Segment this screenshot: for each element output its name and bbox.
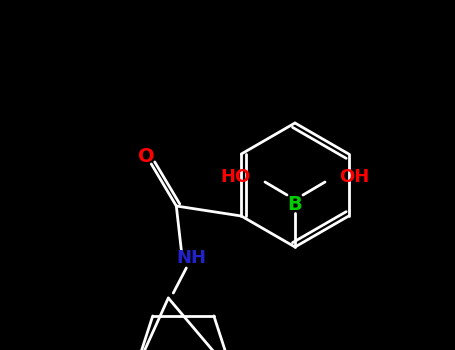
Text: O: O: [138, 147, 155, 166]
Text: HO: HO: [221, 168, 251, 186]
Text: OH: OH: [339, 168, 369, 186]
Text: NH: NH: [176, 249, 206, 267]
Text: B: B: [288, 196, 303, 215]
